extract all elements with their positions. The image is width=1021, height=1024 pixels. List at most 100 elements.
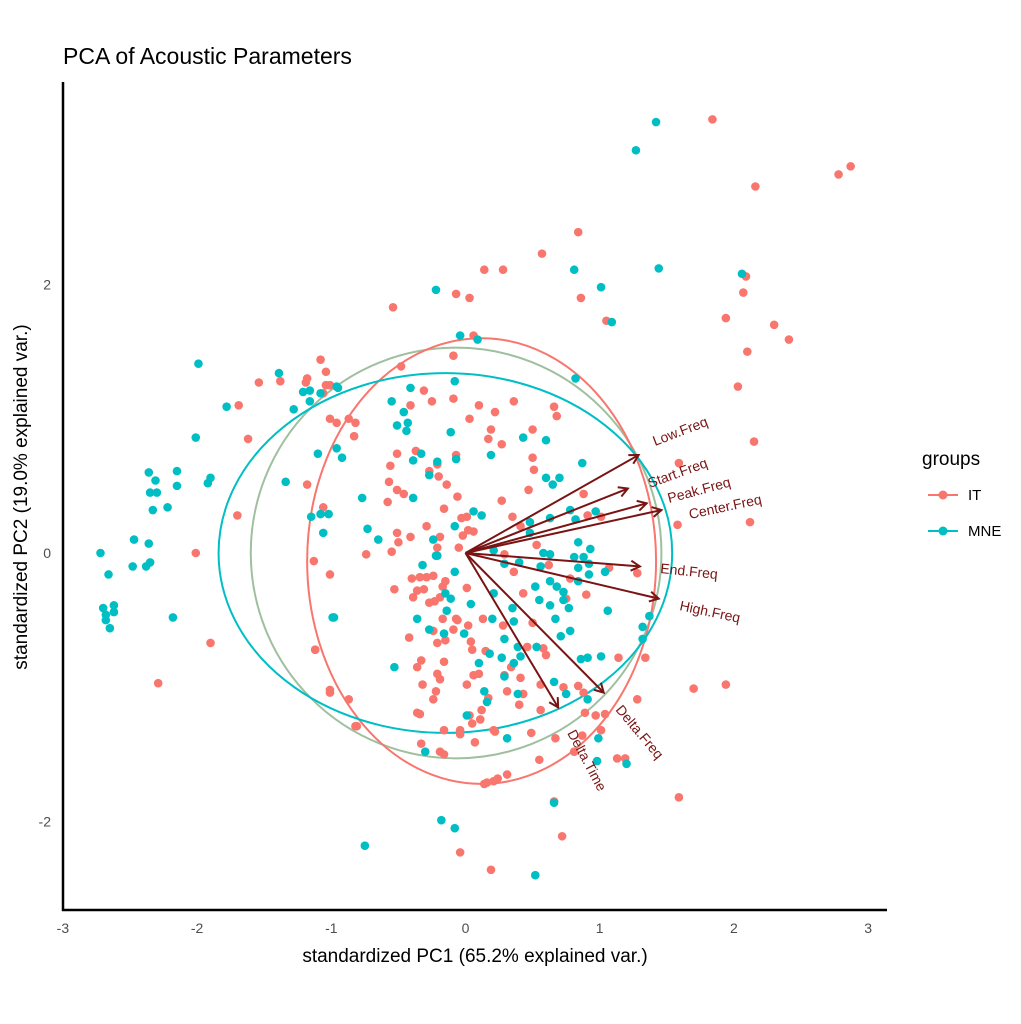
point-it <box>518 588 528 598</box>
point-mne <box>594 733 603 743</box>
point-mne <box>129 535 139 544</box>
point-mne <box>363 524 372 534</box>
point-it <box>579 489 588 499</box>
point-mne <box>450 376 460 386</box>
point-mne <box>592 756 602 766</box>
point-it <box>528 425 537 434</box>
point-mne <box>431 285 441 295</box>
point-mne <box>525 517 535 527</box>
point-mne <box>148 505 158 515</box>
point-it <box>749 437 759 446</box>
point-mne <box>439 629 449 638</box>
point-it <box>535 755 544 765</box>
point-mne <box>607 317 617 327</box>
point-mne <box>530 582 540 591</box>
point-mne <box>172 481 182 491</box>
point-mne <box>573 563 583 573</box>
point-mne <box>508 603 517 613</box>
point-mne <box>545 576 555 586</box>
point-it <box>392 485 402 495</box>
x-tick-label: 0 <box>462 920 470 936</box>
point-mne <box>332 443 341 453</box>
legend-item-it: IT <box>928 487 981 504</box>
point-mne <box>105 623 115 633</box>
point-mne <box>373 535 383 544</box>
point-it <box>243 434 253 444</box>
point-it <box>351 418 360 428</box>
point-it <box>689 684 698 693</box>
point-it <box>439 657 449 667</box>
point-it <box>302 374 312 383</box>
point-mne <box>144 468 154 477</box>
point-mne <box>141 562 151 571</box>
point-mne <box>638 634 647 644</box>
legend-label-it: IT <box>968 487 981 504</box>
point-mne <box>98 603 108 613</box>
point-mne <box>482 697 492 707</box>
point-mne <box>451 454 461 464</box>
point-mne <box>191 433 201 442</box>
point-mne <box>552 582 562 591</box>
point-mne <box>561 689 571 699</box>
point-mne <box>437 815 446 825</box>
point-it <box>392 449 402 458</box>
point-it <box>441 576 450 586</box>
correlation-circle <box>249 346 663 760</box>
point-mne <box>596 282 606 292</box>
point-mne <box>357 493 367 503</box>
point-it <box>462 512 472 522</box>
arrow-delta-freq <box>464 552 604 693</box>
point-mne <box>549 677 559 687</box>
point-it <box>309 556 319 566</box>
legend-key-it <box>938 490 948 500</box>
point-mne <box>622 759 631 769</box>
point-it <box>325 570 335 579</box>
point-mne <box>488 614 497 624</box>
point-it <box>466 637 476 646</box>
point-mne <box>450 823 460 833</box>
point-it <box>467 645 477 654</box>
point-it <box>404 633 414 642</box>
point-it <box>497 496 507 505</box>
point-it <box>632 695 642 704</box>
point-it <box>428 571 438 581</box>
point-it <box>325 688 335 697</box>
point-it <box>439 750 449 759</box>
point-it <box>477 705 486 715</box>
variable-label: Low.Freq <box>650 413 710 449</box>
point-it <box>441 635 450 645</box>
point-mne <box>500 634 509 644</box>
x-tick-label: -3 <box>57 920 70 936</box>
point-mne <box>403 418 413 428</box>
point-mne <box>416 449 426 458</box>
point-it <box>418 680 427 689</box>
point-it <box>407 574 417 583</box>
legend-item-mne: MNE <box>928 523 1001 540</box>
point-it <box>455 848 465 857</box>
point-it <box>509 567 519 577</box>
point-mne <box>573 537 583 547</box>
point-mne <box>596 652 606 661</box>
point-it <box>422 572 431 582</box>
point-it <box>751 182 760 191</box>
point-mne <box>462 711 472 720</box>
point-it <box>455 729 465 739</box>
point-mne <box>316 509 325 519</box>
point-mne <box>459 629 469 638</box>
point-it <box>361 550 371 559</box>
point-mne <box>332 382 341 391</box>
point-mne <box>474 658 484 668</box>
point-it <box>442 480 452 489</box>
point-it <box>415 572 425 582</box>
point-it <box>733 382 743 391</box>
point-it <box>321 367 331 377</box>
point-it <box>454 543 464 552</box>
point-it <box>581 590 591 599</box>
point-it <box>484 434 493 444</box>
point-it <box>434 472 443 481</box>
legend: groups IT MNE <box>922 449 1001 540</box>
point-it <box>769 320 779 330</box>
point-it <box>577 731 587 740</box>
point-mne <box>559 587 568 597</box>
